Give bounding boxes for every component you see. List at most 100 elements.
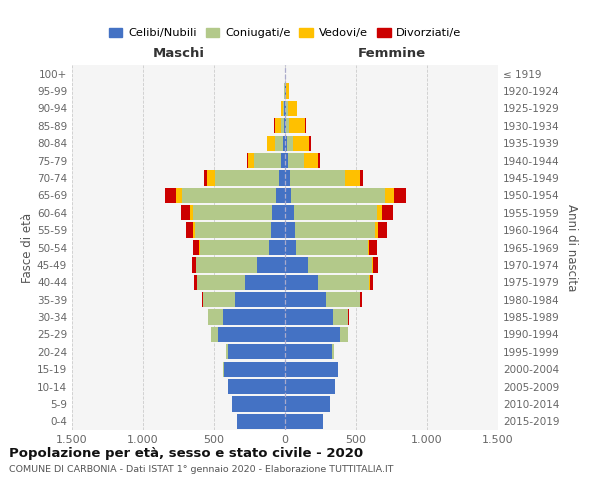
Bar <box>215 170 278 186</box>
Bar <box>377 205 382 220</box>
Bar <box>197 274 245 290</box>
Bar <box>181 205 190 220</box>
Bar <box>285 396 330 411</box>
Bar <box>196 257 257 272</box>
Bar <box>247 153 248 168</box>
Bar <box>285 84 286 98</box>
Text: Maschi: Maschi <box>152 47 205 60</box>
Bar <box>285 153 288 168</box>
Bar <box>309 136 311 151</box>
Y-axis label: Anni di nascita: Anni di nascita <box>565 204 578 291</box>
Bar <box>285 414 323 429</box>
Bar <box>266 136 267 151</box>
Bar <box>195 222 271 238</box>
Bar <box>295 222 375 238</box>
Bar <box>186 222 193 238</box>
Bar <box>285 222 295 238</box>
Text: Popolazione per età, sesso e stato civile - 2020: Popolazione per età, sesso e stato civil… <box>9 448 363 460</box>
Bar <box>224 362 285 377</box>
Bar <box>254 153 281 168</box>
Bar <box>193 205 272 220</box>
Bar <box>285 240 296 255</box>
Bar <box>257 257 285 272</box>
Bar <box>285 344 332 360</box>
Bar <box>305 118 306 134</box>
Bar <box>333 310 348 324</box>
Bar <box>267 136 275 151</box>
Bar <box>368 240 370 255</box>
Bar <box>276 188 285 203</box>
Bar <box>218 327 285 342</box>
Bar <box>345 170 360 186</box>
Bar <box>269 240 285 255</box>
Bar <box>326 292 359 308</box>
Bar <box>394 188 406 203</box>
Bar <box>285 136 287 151</box>
Bar <box>200 240 269 255</box>
Bar <box>205 170 207 186</box>
Bar <box>288 153 304 168</box>
Bar <box>287 136 293 151</box>
Bar <box>285 310 333 324</box>
Bar <box>228 379 285 394</box>
Bar <box>191 257 196 272</box>
Bar <box>284 101 285 116</box>
Bar <box>293 136 309 151</box>
Bar <box>202 292 203 308</box>
Bar <box>182 188 276 203</box>
Bar <box>360 170 363 186</box>
Bar <box>199 240 200 255</box>
Bar <box>332 344 334 360</box>
Bar <box>275 136 283 151</box>
Bar <box>281 101 283 116</box>
Bar <box>203 292 235 308</box>
Bar <box>370 240 377 255</box>
Bar <box>285 379 335 394</box>
Bar <box>176 188 182 203</box>
Bar <box>285 362 338 377</box>
Bar <box>317 274 369 290</box>
Y-axis label: Fasce di età: Fasce di età <box>21 212 34 282</box>
Bar <box>193 222 195 238</box>
Bar <box>348 310 349 324</box>
Bar <box>285 274 317 290</box>
Bar <box>340 327 348 342</box>
Bar <box>369 274 370 290</box>
Bar <box>284 118 285 134</box>
Bar <box>285 292 326 308</box>
Bar <box>275 118 281 134</box>
Bar <box>283 101 284 116</box>
Bar <box>245 274 285 290</box>
Bar <box>271 222 285 238</box>
Bar <box>292 188 385 203</box>
Text: Femmine: Femmine <box>358 47 425 60</box>
Bar <box>223 310 285 324</box>
Bar <box>223 362 224 377</box>
Bar <box>272 205 285 220</box>
Bar <box>318 153 320 168</box>
Bar <box>290 170 345 186</box>
Bar <box>190 205 193 220</box>
Bar <box>237 414 285 429</box>
Bar <box>228 344 285 360</box>
Bar <box>308 257 371 272</box>
Bar <box>286 101 287 116</box>
Bar <box>274 118 275 134</box>
Bar <box>286 84 289 98</box>
Bar <box>375 222 378 238</box>
Bar <box>226 344 228 360</box>
Legend: Celibi/Nubili, Coniugati/e, Vedovi/e, Divorziati/e: Celibi/Nubili, Coniugati/e, Vedovi/e, Di… <box>104 23 466 43</box>
Bar <box>296 240 368 255</box>
Bar <box>304 153 318 168</box>
Bar <box>285 101 286 116</box>
Bar <box>278 170 285 186</box>
Bar <box>382 205 393 220</box>
Bar <box>194 274 197 290</box>
Bar <box>285 188 292 203</box>
Bar <box>235 292 285 308</box>
Text: COMUNE DI CARBONIA - Dati ISTAT 1° gennaio 2020 - Elaborazione TUTTITALIA.IT: COMUNE DI CARBONIA - Dati ISTAT 1° genna… <box>9 466 394 474</box>
Bar <box>371 257 373 272</box>
Bar <box>211 327 218 342</box>
Bar <box>287 101 297 116</box>
Bar <box>285 205 293 220</box>
